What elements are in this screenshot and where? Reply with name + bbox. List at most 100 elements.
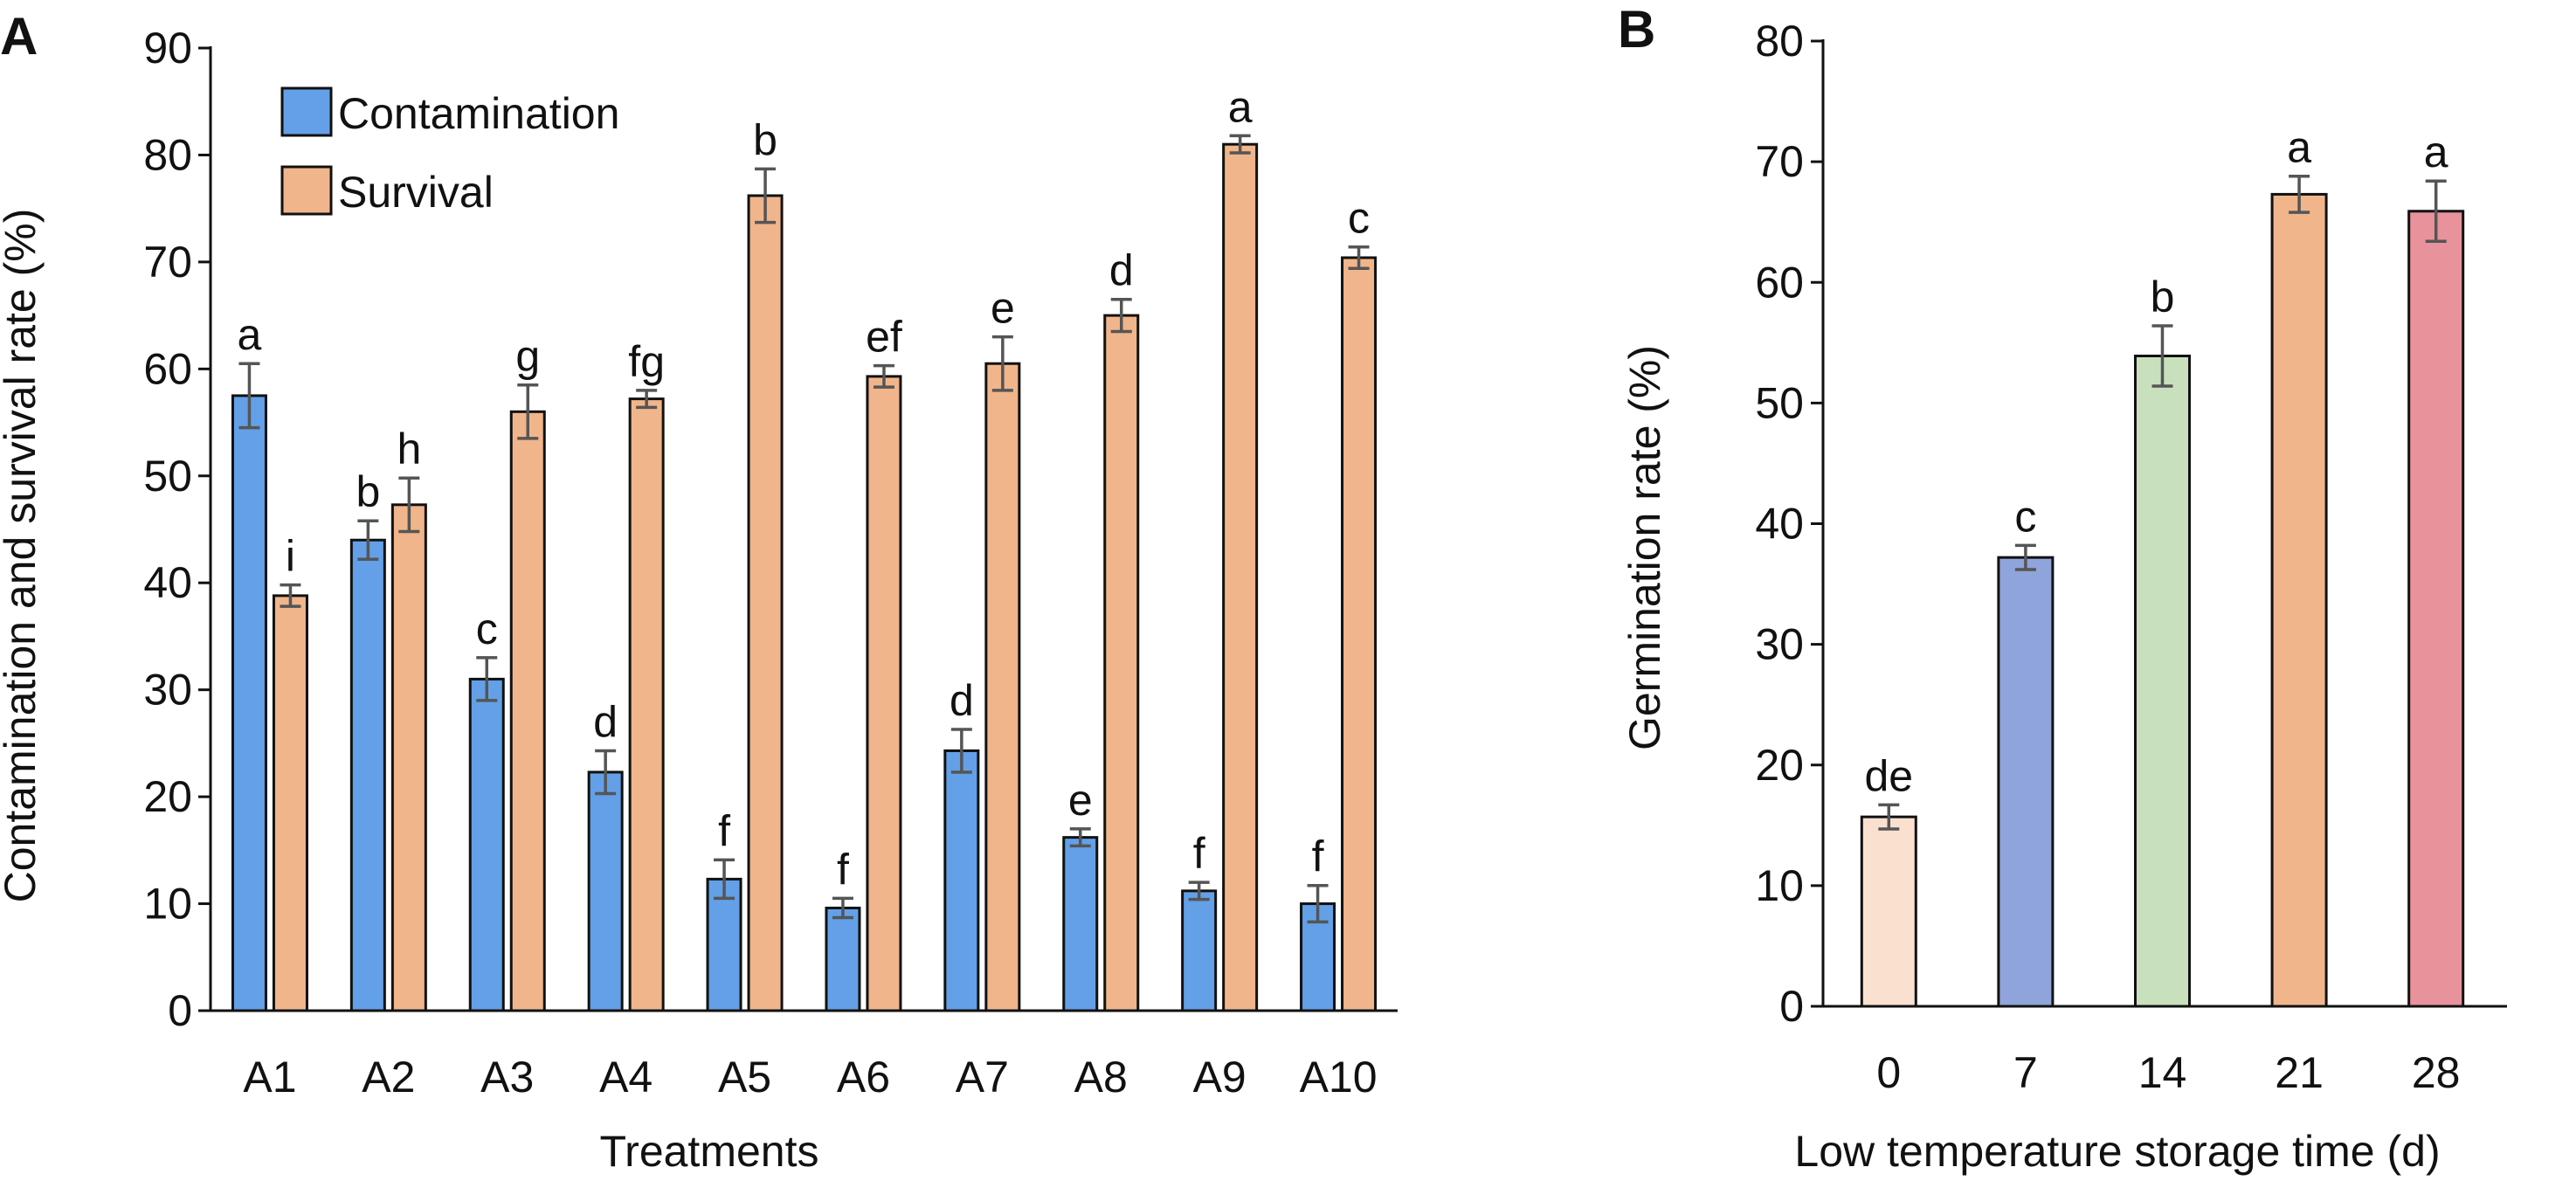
significance-letter-day-14: b [2151, 273, 2175, 321]
x-tick-label-A2: A2 [362, 1053, 415, 1102]
y-tick-label-b: 80 [1755, 17, 1804, 66]
significance-letter-day-21: a [2287, 123, 2311, 172]
bar-day-14 [2134, 355, 2191, 1008]
significance-letter-contamination-A3: c [476, 604, 498, 653]
significance-letter-contamination-A5: f [718, 806, 730, 855]
significance-letter-survival-A3: g [515, 332, 540, 381]
x-tick-label-A4: A4 [599, 1053, 653, 1102]
panel-a: A Contamination and survival rate (%) Tr… [0, 7, 1398, 1176]
bar-day-0 [1860, 815, 1917, 1008]
y-tick-label-a: 0 [168, 986, 192, 1035]
bar-contamination-A6 [825, 906, 861, 1012]
significance-letter-survival-A1: i [286, 532, 295, 581]
axes-a [209, 46, 1398, 1012]
axes-b [1821, 39, 2507, 1008]
bar-survival-A8 [1103, 314, 1140, 1012]
y-ticks-b: 0 10 20 30 40 50 60 70 80 [1755, 17, 1823, 1031]
y-tick-label-b: 20 [1755, 741, 1804, 790]
significance-letter-contamination-A1: a [238, 310, 262, 359]
bar-day-21 [2270, 192, 2328, 1008]
significance-letter-survival-A10: c [1348, 194, 1370, 243]
legend-label-survival: Survival [338, 168, 494, 217]
significance-letter-survival-A9: a [1228, 82, 1253, 131]
x-tick-labels-b: 0 7 14 21 28 [1876, 1048, 2460, 1097]
y-ticks-a: 0 10 20 30 40 50 60 70 80 90 [143, 24, 211, 1035]
x-tick-label-0: 0 [1876, 1048, 1901, 1097]
x-tick-label-7: 7 [2013, 1048, 2038, 1097]
x-tick-label-21: 21 [2275, 1048, 2324, 1097]
x-tick-label-A8: A8 [1074, 1053, 1128, 1102]
bar-contamination-A4 [587, 770, 624, 1012]
panel-b: B Germination rate (%) Low temperature s… [1618, 0, 2507, 1176]
y-tick-label-a: 40 [143, 558, 192, 607]
bar-survival-A3 [509, 410, 546, 1012]
bar-survival-A1 [272, 594, 308, 1012]
x-tick-label-A1: A1 [243, 1053, 296, 1102]
significance-letter-survival-A7: e [991, 284, 1015, 333]
y-tick-label-b: 0 [1779, 982, 1804, 1031]
bar-survival-A6 [866, 375, 902, 1012]
y-tick-label-b: 40 [1755, 500, 1804, 549]
significance-letter-survival-A5: b [753, 115, 777, 164]
bar-survival-A5 [747, 194, 784, 1012]
significance-letter-survival-A4: fg [628, 337, 665, 386]
bar-survival-A7 [984, 362, 1021, 1012]
bar-contamination-A7 [943, 749, 980, 1012]
y-tick-label-a: 80 [143, 130, 192, 179]
y-tick-label-a: 70 [143, 238, 192, 287]
x-tick-label-A3: A3 [480, 1053, 534, 1102]
significance-letter-day-28: a [2424, 128, 2448, 176]
bar-day-7 [1997, 556, 2055, 1008]
y-axis-label-a: Contamination and survival rate (%) [0, 209, 45, 903]
panel-a-label: A [0, 7, 38, 66]
bar-survival-A4 [628, 397, 665, 1012]
significance-letter-day-0: de [1864, 751, 1913, 800]
y-tick-label-b: 60 [1755, 258, 1804, 307]
x-tick-label-A9: A9 [1193, 1053, 1247, 1102]
x-tick-label-28: 28 [2412, 1048, 2461, 1097]
y-tick-label-b: 30 [1755, 620, 1804, 669]
legend-swatch-survival [280, 165, 333, 216]
bar-survival-A2 [390, 503, 427, 1012]
bar-contamination-A1 [231, 394, 267, 1012]
significance-letter-survival-A2: h [397, 425, 421, 473]
significance-letter-survival-A8: d [1109, 246, 1134, 295]
bar-contamination-A2 [349, 538, 386, 1012]
y-tick-label-a: 20 [143, 772, 192, 821]
significance-letter-day-7: c [2014, 492, 2036, 541]
bar-contamination-A9 [1181, 889, 1218, 1012]
y-tick-label-b: 10 [1755, 861, 1804, 910]
x-tick-label-A10: A10 [1300, 1053, 1378, 1102]
bar-survival-A10 [1341, 256, 1378, 1012]
x-tick-label-A5: A5 [718, 1053, 771, 1102]
significance-letter-survival-A6: ef [866, 313, 902, 362]
bar-contamination-A3 [468, 677, 505, 1012]
panel-b-label: B [1618, 0, 1655, 59]
bars-b: de c b a a [1860, 123, 2465, 1008]
x-tick-label-A6: A6 [837, 1053, 890, 1102]
legend-swatch-contamination [280, 86, 333, 137]
legend-a: Contamination Survival [280, 86, 619, 217]
bar-day-28 [2407, 210, 2465, 1008]
x-tick-label-14: 14 [2138, 1048, 2187, 1097]
y-tick-label-a: 60 [143, 344, 192, 393]
bar-survival-A9 [1222, 142, 1259, 1012]
x-axis-label-b: Low temperature storage time (d) [1794, 1127, 2440, 1176]
x-axis-label-a: Treatments [599, 1127, 818, 1176]
y-tick-label-a: 50 [143, 452, 192, 501]
significance-letter-contamination-A4: d [593, 697, 618, 746]
y-tick-label-a: 10 [143, 880, 192, 929]
y-tick-label-b: 70 [1755, 137, 1804, 186]
y-tick-label-a: 90 [143, 24, 192, 73]
significance-letter-contamination-A6: f [837, 845, 849, 894]
significance-letter-contamination-A2: b [356, 467, 380, 516]
significance-letter-contamination-A7: d [950, 676, 974, 725]
legend-label-contamination: Contamination [338, 89, 619, 138]
x-tick-labels-a: A1 A2 A3 A4 A5 A6 A7 A8 A9 A10 [243, 1053, 1377, 1102]
y-axis-label-b: Germination rate (%) [1620, 345, 1669, 750]
x-tick-label-A7: A7 [956, 1053, 1009, 1102]
y-tick-label-b: 50 [1755, 378, 1804, 427]
significance-letter-contamination-A10: f [1312, 832, 1324, 881]
